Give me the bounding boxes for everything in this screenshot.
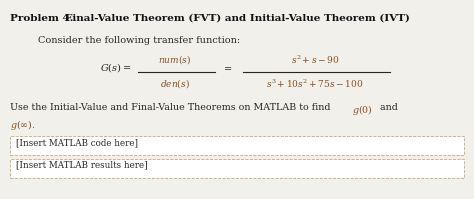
- Text: and: and: [377, 103, 398, 112]
- Text: Problem 4.: Problem 4.: [10, 14, 73, 23]
- Text: Use the Initial-Value and Final-Value Theorems on MATLAB to find: Use the Initial-Value and Final-Value Th…: [10, 103, 334, 112]
- FancyBboxPatch shape: [10, 159, 464, 178]
- Text: $\mathit{num(s)}$: $\mathit{num(s)}$: [158, 54, 191, 66]
- Text: $=$: $=$: [222, 63, 233, 72]
- Text: $s^2 + s - 90$: $s^2 + s - 90$: [291, 54, 339, 66]
- Text: $g(\infty).$: $g(\infty).$: [10, 118, 36, 132]
- Text: $\mathit{den(s)}$: $\mathit{den(s)}$: [160, 78, 190, 91]
- Text: $g(0)$: $g(0)$: [352, 103, 373, 117]
- Text: $G(s) =$: $G(s) =$: [100, 61, 131, 74]
- Text: [Insert MATLAB results here]: [Insert MATLAB results here]: [16, 160, 147, 169]
- Text: Consider the following transfer function:: Consider the following transfer function…: [38, 36, 240, 45]
- Text: [Insert MATLAB code here]: [Insert MATLAB code here]: [16, 138, 138, 147]
- Text: $s^3 + 10s^2 + 75s - 100$: $s^3 + 10s^2 + 75s - 100$: [266, 78, 364, 90]
- Text: Final-Value Theorem (FVT) and Initial-Value Theorem (IVT): Final-Value Theorem (FVT) and Initial-Va…: [65, 14, 410, 23]
- FancyBboxPatch shape: [10, 136, 464, 155]
